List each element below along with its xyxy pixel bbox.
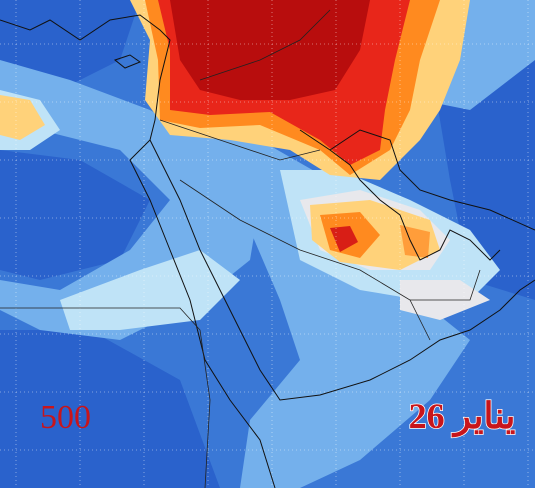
pressure-level-label: 500 (40, 399, 91, 436)
date-label: 26 يناير (409, 396, 516, 438)
coastlines (0, 14, 535, 488)
borders (0, 9, 481, 488)
